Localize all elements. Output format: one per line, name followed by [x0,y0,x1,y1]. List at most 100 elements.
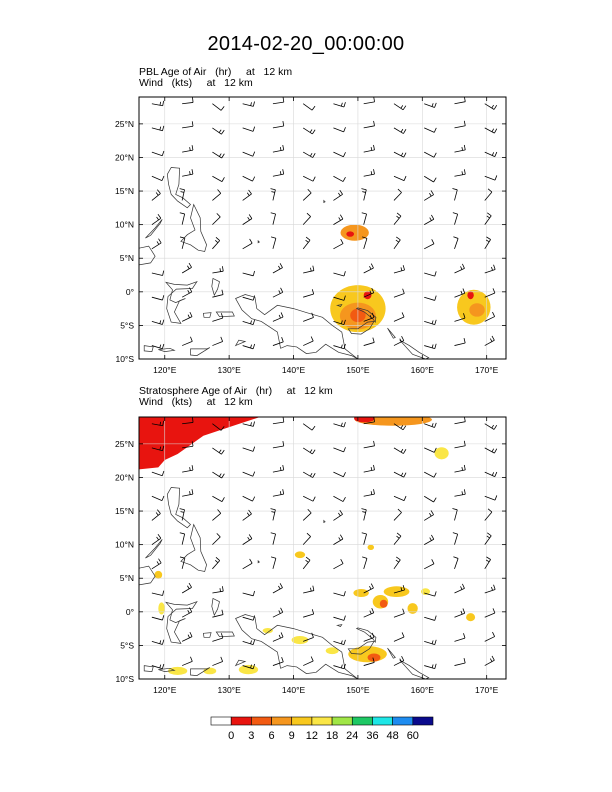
wind-barb-staff [333,151,344,158]
wind-barb-staff [363,558,368,569]
x-tick-label: 150°E [346,365,370,375]
wind-barb-feather [429,537,432,541]
wind-barb-feather [220,633,224,639]
y-tick-label: 10°N [115,220,134,230]
wind-barb [242,126,256,132]
wind-barb-feather [339,214,344,220]
wind-barb-feather [189,491,191,495]
wind-barb-feather [431,559,435,564]
wind-barb-staff [182,102,194,105]
wind-barb-feather [343,615,346,621]
wind-barb [333,639,346,646]
wind-barb-staff [454,149,466,153]
coastline [234,659,247,667]
wind-barb [179,236,186,249]
wind-barb-staff [151,513,161,521]
wind-barb-staff [151,296,163,301]
wind-barb [454,583,465,594]
y-tick-label: 10°S [115,674,134,684]
wind-barb-staff [484,151,495,158]
wind-barb-feather [179,236,185,239]
y-tick-label: 25°N [115,439,134,449]
wind-barb-feather [434,639,437,645]
wind-barb [484,212,492,225]
wind-barb-staff [454,558,459,569]
panel-2-title: Stratosphere Age of Air (hr) at 12 km [139,385,333,397]
wind-barb-feather [431,423,434,427]
wind-barb-feather [402,608,405,614]
wind-barb [363,417,375,425]
wind-barb-feather [338,192,341,197]
wind-barb-feather [431,640,434,644]
wind-barb [333,343,346,350]
wind-barb [424,663,437,669]
wind-barb-staff [272,611,283,618]
wind-barb-feather [463,120,466,126]
wind-barb-staff [424,151,435,158]
wind-barb-feather [156,241,160,245]
wind-barb-staff [242,218,253,225]
wind-barb [242,509,252,521]
wind-barb-feather [396,215,400,219]
wind-barb-staff [454,662,466,666]
wind-barb [179,188,185,201]
wind-barb [242,534,253,545]
wind-barb-feather [433,472,437,478]
wind-barb [242,238,253,250]
wind-barb [212,175,225,182]
wind-barb [361,188,367,201]
wind-barb-staff [484,511,493,521]
wind-barb [393,127,407,134]
wind-barb-feather [189,467,191,471]
wind-barb-feather [361,532,367,535]
wind-barb-staff [181,661,193,666]
wind-barb-feather [343,127,346,133]
wind-barb-staff [242,242,253,250]
wind-barb-staff [151,242,162,250]
wind-barb [484,584,496,594]
wind-barb-feather [343,639,346,645]
wind-barb-staff [302,471,313,478]
wind-barb [484,288,496,298]
plot-frame [138,416,507,680]
wind-barb [303,312,314,322]
wind-barb-staff [363,533,367,545]
wind-barb-feather [433,497,437,503]
coastline [215,311,235,318]
wind-barb [454,464,466,473]
wind-barb [212,533,221,545]
wind-barb-feather [310,267,312,272]
coastline [180,203,207,252]
coastline [235,614,359,679]
wind-barb-feather [491,152,495,156]
wind-barb-feather [282,489,285,495]
wind-barb-feather [371,312,375,318]
wind-barb-staff [424,616,435,621]
wind-barb-staff [181,291,192,298]
wind-barb [302,103,316,111]
wind-barb [454,608,466,618]
wind-barb-feather [460,290,463,295]
wind-barb-staff [424,563,435,570]
colorbar: 0 3 6 9 12 18 24 36 48 60 [210,716,434,742]
wind-barb-feather [485,559,490,563]
wind-barb [424,102,437,108]
wind-barb-staff [393,423,404,431]
wind-barb-feather [494,471,498,477]
coastline [355,307,377,323]
wind-barb [242,615,256,621]
wind-barb [454,144,466,153]
wind-barb-feather [221,153,225,159]
shaded-patch [467,291,474,300]
wind-barb-feather [191,441,194,447]
wind-barb-feather [159,320,162,324]
coastline [145,219,163,239]
wind-barb [242,295,256,301]
coastline [323,199,326,204]
wind-barb-staff [454,493,466,497]
wind-barb-staff [272,558,277,569]
wind-barb [333,558,344,570]
wind-barb-staff [363,469,375,473]
wind-barb-staff [484,659,495,666]
wind-barb-staff [242,345,254,350]
